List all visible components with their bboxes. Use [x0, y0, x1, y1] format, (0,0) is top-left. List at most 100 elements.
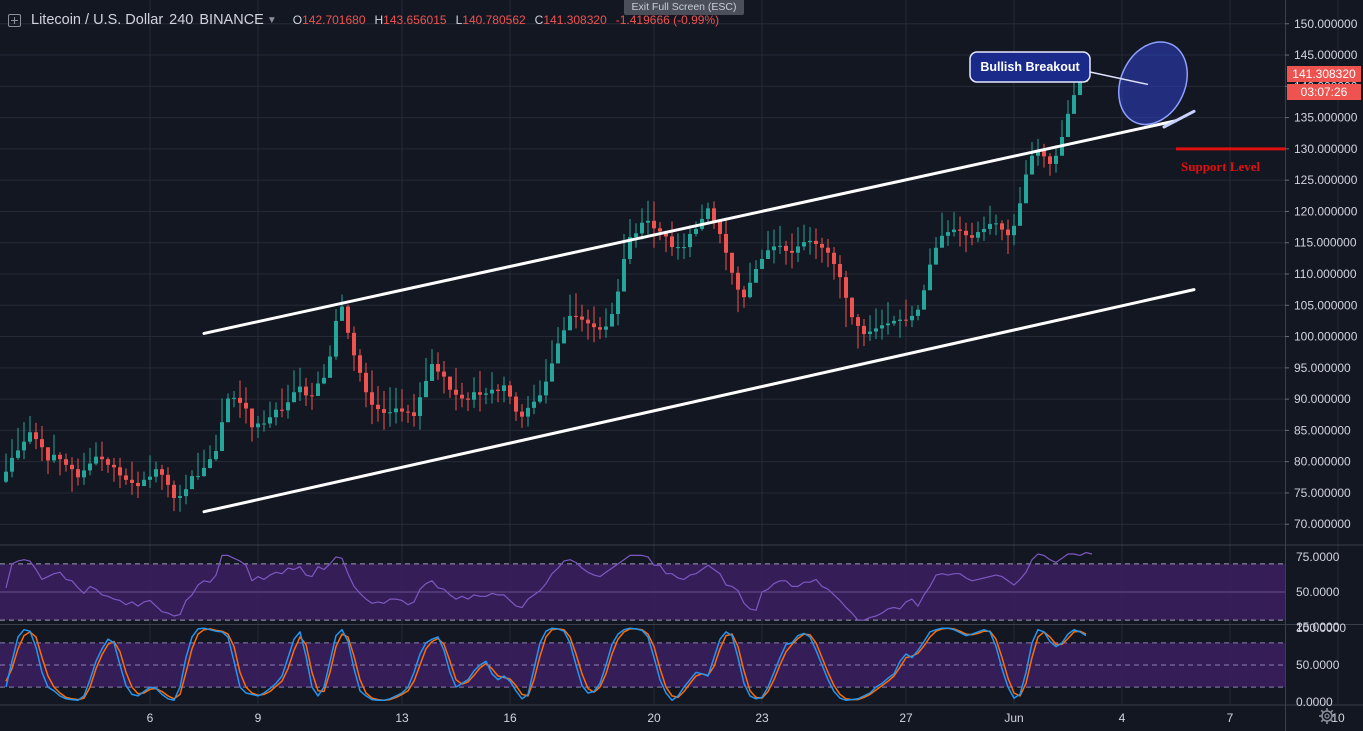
candle[interactable] [268, 401, 272, 428]
candle[interactable] [964, 222, 968, 253]
candle[interactable] [274, 402, 278, 426]
candle-body[interactable] [682, 247, 686, 249]
candle-body[interactable] [496, 389, 500, 391]
candle-body[interactable] [88, 463, 92, 471]
rsi-pane[interactable] [5, 551, 1093, 621]
candle[interactable] [862, 319, 866, 346]
candle[interactable] [16, 427, 20, 460]
candle-body[interactable] [976, 232, 980, 238]
candle[interactable] [574, 293, 578, 329]
candle-body[interactable] [1018, 203, 1022, 226]
candle-body[interactable] [592, 323, 596, 328]
gear-icon[interactable] [1318, 707, 1336, 725]
candle-body[interactable] [1030, 155, 1034, 175]
rsi-line[interactable] [5, 551, 1093, 621]
candle-body[interactable] [862, 325, 866, 335]
candle-body[interactable] [934, 247, 938, 265]
candle[interactable] [712, 201, 716, 229]
candle-body[interactable] [520, 411, 524, 417]
candle-body[interactable] [730, 252, 734, 273]
candle[interactable] [610, 302, 614, 327]
candle-body[interactable] [646, 220, 650, 223]
candle[interactable] [388, 387, 392, 427]
candle-body[interactable] [502, 385, 506, 391]
candle[interactable] [856, 314, 860, 349]
candle[interactable] [304, 377, 308, 406]
candle-body[interactable] [760, 258, 764, 269]
candle[interactable] [70, 457, 74, 492]
candle[interactable] [322, 364, 326, 385]
candle-body[interactable] [526, 407, 530, 417]
candle-body[interactable] [28, 432, 32, 442]
candle[interactable] [496, 384, 500, 403]
candle-body[interactable] [166, 474, 170, 485]
candle[interactable] [826, 238, 830, 268]
candle[interactable] [472, 377, 476, 408]
candle[interactable] [82, 452, 86, 485]
candle-body[interactable] [76, 469, 80, 478]
candle[interactable] [196, 452, 200, 480]
candle[interactable] [676, 233, 680, 260]
candle-body[interactable] [628, 237, 632, 259]
candle[interactable] [88, 447, 92, 476]
candle-body[interactable] [1036, 150, 1040, 156]
candle-body[interactable] [160, 469, 164, 475]
candle[interactable] [970, 222, 974, 246]
candle[interactable] [262, 410, 266, 432]
candle-body[interactable] [298, 386, 302, 393]
candle-body[interactable] [328, 356, 332, 378]
candle-body[interactable] [214, 451, 218, 460]
candle[interactable] [814, 228, 818, 259]
candle-body[interactable] [652, 220, 656, 229]
candle[interactable] [358, 349, 362, 382]
candle-body[interactable] [262, 423, 266, 425]
candle-body[interactable] [286, 402, 290, 411]
candle[interactable] [250, 408, 254, 442]
candle-body[interactable] [844, 277, 848, 298]
candle-body[interactable] [772, 246, 776, 251]
candle[interactable] [442, 360, 446, 394]
candle[interactable] [598, 317, 602, 340]
candle[interactable] [160, 464, 164, 490]
candle-body[interactable] [238, 397, 242, 403]
candle-body[interactable] [334, 320, 338, 357]
candle[interactable] [118, 457, 122, 488]
candle-body[interactable] [562, 330, 566, 344]
candle-body[interactable] [376, 404, 380, 410]
candle-body[interactable] [22, 441, 26, 451]
candle-body[interactable] [346, 306, 350, 333]
candle[interactable] [544, 359, 548, 404]
candle-body[interactable] [136, 482, 140, 487]
candle-body[interactable] [706, 208, 710, 219]
candle[interactable] [1006, 219, 1010, 254]
candle-body[interactable] [1072, 95, 1076, 114]
candle[interactable] [928, 248, 932, 291]
candle[interactable] [700, 204, 704, 231]
candle-body[interactable] [40, 439, 44, 448]
candle[interactable] [580, 304, 584, 332]
chevron-down-icon[interactable]: ▼ [266, 14, 277, 26]
candle-body[interactable] [508, 385, 512, 397]
candle-body[interactable] [664, 231, 668, 237]
candle[interactable] [994, 214, 998, 236]
candle-body[interactable] [232, 397, 236, 399]
candle-body[interactable] [394, 408, 398, 413]
candle-body[interactable] [1054, 155, 1058, 164]
candle[interactable] [244, 387, 248, 424]
candle[interactable] [454, 367, 458, 411]
candle[interactable] [376, 385, 380, 422]
candle-body[interactable] [916, 309, 920, 316]
candle-body[interactable] [316, 383, 320, 396]
candle[interactable] [502, 376, 506, 403]
candle[interactable] [382, 390, 386, 430]
candle[interactable] [772, 229, 776, 264]
candle[interactable] [688, 225, 692, 258]
candle[interactable] [730, 252, 734, 285]
candle[interactable] [514, 392, 518, 422]
candle-body[interactable] [340, 306, 344, 321]
candle[interactable] [418, 382, 422, 430]
candle[interactable] [646, 200, 650, 235]
candle-body[interactable] [118, 467, 122, 476]
candle[interactable] [334, 309, 338, 360]
candle-body[interactable] [802, 242, 806, 247]
